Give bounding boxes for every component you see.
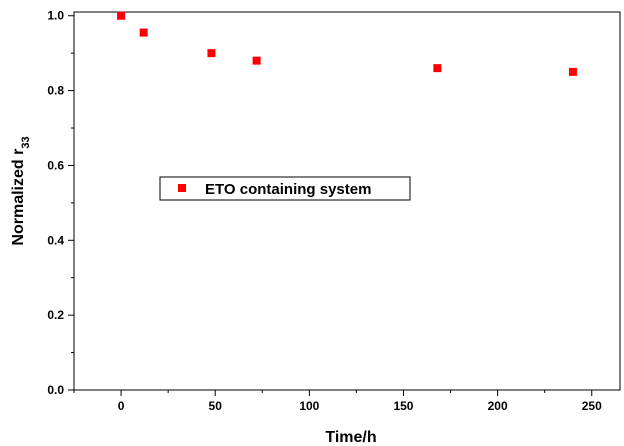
y-tick-label: 0.0 (47, 383, 64, 397)
legend: ETO containing system (159, 176, 411, 201)
y-tick-label: 0.4 (47, 233, 64, 247)
x-tick-label: 100 (299, 399, 319, 413)
data-points (117, 11, 577, 76)
data-point (139, 28, 148, 37)
x-axis-label: Time/h (325, 429, 376, 446)
data-point (568, 67, 577, 76)
data-point (252, 56, 261, 65)
x-tick-label: 200 (488, 399, 508, 413)
data-point (207, 49, 216, 58)
data-point (117, 11, 126, 20)
legend-marker (178, 184, 186, 192)
y-tick-label: 0.8 (47, 84, 64, 98)
y-axis-label-subscript: 33 (20, 136, 32, 148)
x-tick-label: 150 (393, 399, 413, 413)
plot-frame (73, 11, 621, 391)
y-tick-label: 0.2 (47, 308, 64, 322)
minor-ticks (71, 52, 546, 393)
x-tick-label: 50 (209, 399, 223, 413)
y-tick-label: 1.0 (47, 9, 64, 23)
y-axis-label: Normalized r33 (10, 136, 32, 245)
axis-ticks (68, 15, 593, 396)
legend-label: ETO containing system (205, 181, 371, 198)
x-tick-label: 250 (582, 399, 602, 413)
legend-box (159, 176, 411, 201)
y-tick-label: 0.6 (47, 158, 64, 172)
data-point (433, 64, 442, 73)
tick-labels: 0 50 100 150 200 250 0.0 0.2 0.4 0.6 0.8 1.0 (47, 9, 602, 413)
x-tick-label: 0 (118, 399, 125, 413)
y-axis-label-main: Normalized r (10, 149, 27, 246)
